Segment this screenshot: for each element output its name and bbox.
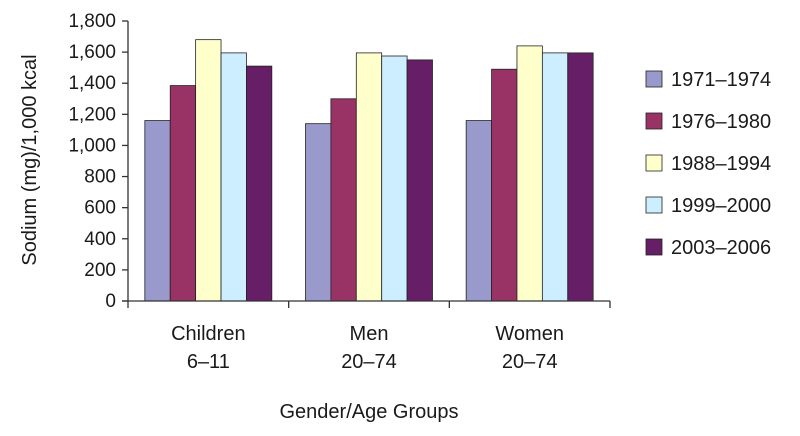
legend-label: 1999–2000 [671,195,771,217]
bar [491,68,518,302]
legend-swatch [645,70,663,88]
legend-label: 1971–1974 [671,69,771,91]
legend: 1971–1974 1976–1980 1988–1994 1999–2000 2003… [645,69,771,259]
y-tick-label: 1,000 [68,135,116,156]
y-tick-label: 0 [105,291,116,312]
category-sublabel: 20–74 [502,351,558,373]
y-axis-title: Sodium (mg)/1,000 kcal [19,54,41,265]
y-tick-label: 1,200 [68,104,116,125]
legend-label: 1988–1994 [671,153,771,175]
category-label: Children [171,323,245,345]
bar [355,52,383,302]
category-label: Men [350,323,389,345]
category-label: Women [495,323,564,345]
bar [246,65,273,302]
y-tick-label: 1,800 [68,11,116,32]
legend-swatch [645,238,663,256]
legend-swatch [645,154,663,172]
bar [406,59,433,302]
y-tick-label: 1,400 [68,73,116,94]
legend-label: 1976–1980 [671,111,771,133]
y-tick-label: 1,600 [68,42,116,63]
bar [330,98,357,302]
y-tick-label: 400 [84,229,116,250]
category-sublabel: 6–11 [187,351,230,373]
y-axis: 0 200 400 600 800 1,000 1,200 1,400 1,600 1,800 [68,11,129,312]
bar [381,55,408,302]
x-axis: Children 6–11 Men 20–74 Women 20–74 [122,300,611,373]
y-tick-label: 600 [84,198,116,219]
bars-group [144,39,594,302]
legend-swatch [645,112,663,130]
y-tick-label: 800 [84,167,116,188]
bar [567,52,594,302]
category-sublabel: 20–74 [341,351,397,373]
bar [305,123,332,302]
bar [195,39,222,302]
bar [144,120,171,302]
x-axis-title: Gender/Age Groups [280,401,459,423]
y-tick-label: 200 [84,260,116,281]
bar [541,52,569,302]
bar [220,52,247,302]
bar [465,120,492,302]
legend-label: 2003–2006 [671,237,771,259]
bar [516,45,543,302]
bar [169,85,197,302]
legend-swatch [645,196,663,214]
